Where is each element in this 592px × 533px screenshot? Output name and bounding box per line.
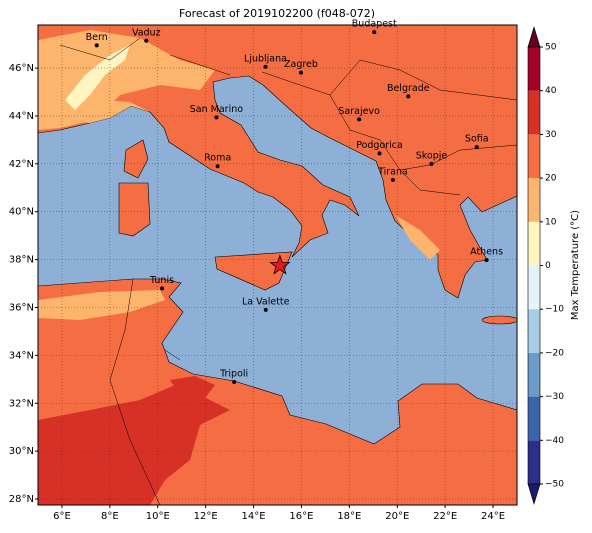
city-label: Budapest [352, 19, 397, 30]
city-dot [263, 64, 268, 69]
y-tick-label: 40°N [9, 207, 34, 218]
city-label: Zagreb [284, 59, 318, 70]
y-tick-label: 38°N [9, 255, 34, 266]
city-label: Bern [86, 32, 108, 43]
event-star [269, 254, 291, 275]
y-tick-label: 46°N [9, 63, 34, 74]
y-tick-label: 36°N [9, 302, 34, 313]
colorbar-bin [528, 265, 540, 310]
warm-zone-africa [38, 290, 165, 320]
y-tick-label: 28°N [9, 494, 34, 505]
x-tick-label: 22°E [433, 511, 457, 522]
colorbar-tick-label: −50 [545, 480, 564, 490]
y-tick-label: 42°N [9, 159, 34, 170]
colorbar-tick-label: −30 [545, 392, 564, 402]
city-label: Roma [204, 153, 231, 164]
city-label: San Marino [190, 104, 243, 115]
x-tick-label: 14°E [242, 511, 266, 522]
city-dot [484, 258, 489, 263]
colorbar-bin [528, 440, 540, 484]
land-corsica [123, 139, 149, 179]
x-tick-label: 18°E [337, 511, 361, 522]
colorbar-bin [528, 178, 540, 222]
city-dot [390, 177, 395, 182]
city-dot [372, 30, 377, 35]
city-dot [377, 151, 382, 156]
colorbar-bin [528, 47, 540, 91]
colorbar-tick-label: 40 [545, 86, 557, 96]
city-dot [429, 161, 434, 166]
city-dot [357, 117, 362, 122]
x-tick-label: 24°E [481, 511, 505, 522]
y-tick-label: 32°N [9, 398, 34, 409]
city-dot [214, 115, 219, 120]
x-tick-label: 12°E [194, 511, 218, 522]
cool-zone-alps [65, 45, 130, 110]
colorbar-bin [528, 221, 540, 266]
city-label: Podgorica [356, 140, 403, 151]
borders [59, 37, 517, 505]
city-dot [215, 164, 220, 169]
colorbar-tick-label: 30 [545, 130, 557, 140]
colorbar-tick-label: 10 [545, 217, 557, 227]
hot-zone-libya [38, 376, 230, 505]
city-label: Athens [470, 247, 503, 258]
city-dot [160, 286, 165, 291]
colorbar-label: Max Temperature (°C) [570, 210, 581, 320]
colorbar-tick-label: 20 [545, 174, 557, 184]
y-tick-label: 34°N [9, 350, 34, 361]
city-label: La Valette [242, 296, 290, 307]
colorbar-tick-label: −40 [545, 436, 564, 446]
city-dot [406, 94, 411, 99]
city-dot [474, 145, 479, 150]
city-label: Tripoli [219, 368, 248, 379]
map-frame [37, 24, 518, 506]
city-label: Vaduz [132, 27, 161, 38]
x-tick-label: 20°E [385, 511, 409, 522]
city-label: Tirana [377, 166, 408, 177]
land-sardinia [118, 182, 151, 237]
colorbar-bin [528, 90, 540, 135]
y-tick-label: 30°N [9, 446, 34, 457]
city-label: Ljubljana [244, 53, 287, 64]
x-tick-label: 8°E [101, 511, 119, 522]
colorbar-bin [528, 396, 540, 441]
colorbar-extend-low [527, 483, 541, 506]
colorbar-tick-label: −20 [545, 348, 564, 358]
colorbar-extend-high [527, 25, 541, 48]
city-dot [232, 379, 237, 384]
land-crete [481, 315, 517, 325]
land-europe [38, 25, 517, 299]
colorbar-tick-label: 0 [545, 261, 551, 271]
city-label: Skopje [416, 150, 448, 161]
warm-zone-alps [38, 30, 440, 260]
city-dot [144, 38, 149, 43]
city-label: Belgrade [387, 83, 430, 94]
colorbar-bin [528, 134, 540, 179]
city-label: Sarajevo [338, 106, 380, 117]
city-dot [263, 307, 268, 312]
x-tick-label: 6°E [53, 511, 71, 522]
city-dot [298, 70, 303, 75]
x-tick-label: 10°E [146, 511, 170, 522]
colorbar-bin [528, 309, 540, 353]
y-tick-label: 44°N [9, 111, 34, 122]
colorbar-tick-label: −10 [545, 305, 564, 315]
x-tick-label: 16°E [289, 511, 313, 522]
colorbar-bin [528, 352, 540, 397]
city-label: Sofia [465, 134, 489, 145]
colorbar-tick-label: 50 [545, 43, 557, 53]
city-label: Tunis [149, 275, 174, 286]
title: Forecast of 2019102200 (f048-072) [179, 7, 375, 20]
city-dot [94, 43, 99, 48]
